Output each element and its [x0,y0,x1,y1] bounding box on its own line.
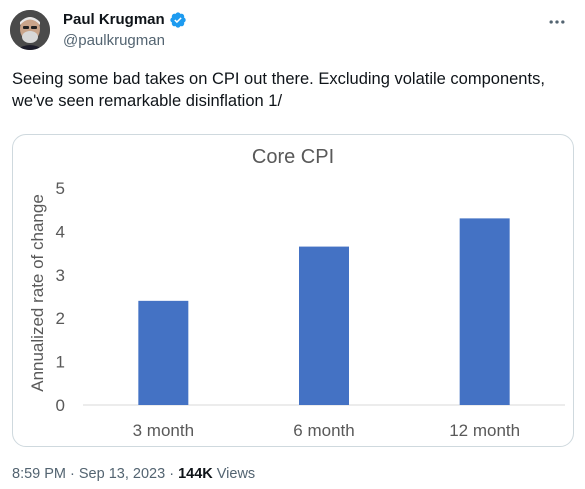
author-avatar[interactable] [10,10,50,50]
chart-bars [138,218,510,405]
author-display-name[interactable]: Paul Krugman [63,11,165,28]
chart-y-tick-label: 2 [56,309,65,328]
tweet-timestamp-link[interactable]: 8:59 PM · Sep 13, 2023 [12,466,165,482]
more-options-icon[interactable] [547,12,567,32]
tweet-meta: 8:59 PM · Sep 13, 2023 · 144K Views [12,465,255,483]
chart-bar [299,246,349,405]
chart-x-tick-label: 3 month [133,421,194,440]
chart-y-tick-label: 3 [56,266,65,285]
chart-y-tick-label: 1 [56,353,65,372]
core-cpi-chart: Core CPI Annualized rate of change 0 1 2 3 4… [28,146,565,440]
tweet-date: Sep 13, 2023 [78,466,166,482]
chart-title: Core CPI [252,146,334,168]
chart-x-tick-label: 12 month [449,421,520,440]
chart-x-ticks: 3 month 6 month 12 month [133,421,520,440]
chart-bar [459,218,510,405]
avatar-image [10,10,50,50]
tweet-media-chart[interactable]: Core CPI Annualized rate of change 0 1 2 3 4… [12,134,574,447]
chart-bar [138,300,189,405]
tweet-text: Seeing some bad takes on CPI out there. … [12,68,577,112]
verified-badge-icon[interactable] [169,11,187,29]
tweet-time: 8:59 PM [12,466,66,482]
chart-y-ticks: 0 1 2 3 4 5 [56,179,65,415]
chart-y-axis-label: Annualized rate of change [28,194,47,392]
meta-separator: · [66,466,79,482]
tweet-text-line-2: we've seen remarkable disinflation 1/ [12,92,283,110]
chart-y-tick-label: 5 [56,179,65,198]
chart-y-tick-label: 0 [56,396,65,415]
chart-x-tick-label: 6 month [293,421,354,440]
chart-y-tick-label: 4 [56,222,65,241]
views-label: Views [212,466,256,482]
author-name-row: Paul Krugman [63,11,187,29]
views-count: 144K [178,466,213,482]
tweet-text-line-1: Seeing some bad takes on CPI out there. … [12,70,545,88]
meta-separator: · [165,466,179,482]
author-handle[interactable]: @paulkrugman [63,32,165,49]
